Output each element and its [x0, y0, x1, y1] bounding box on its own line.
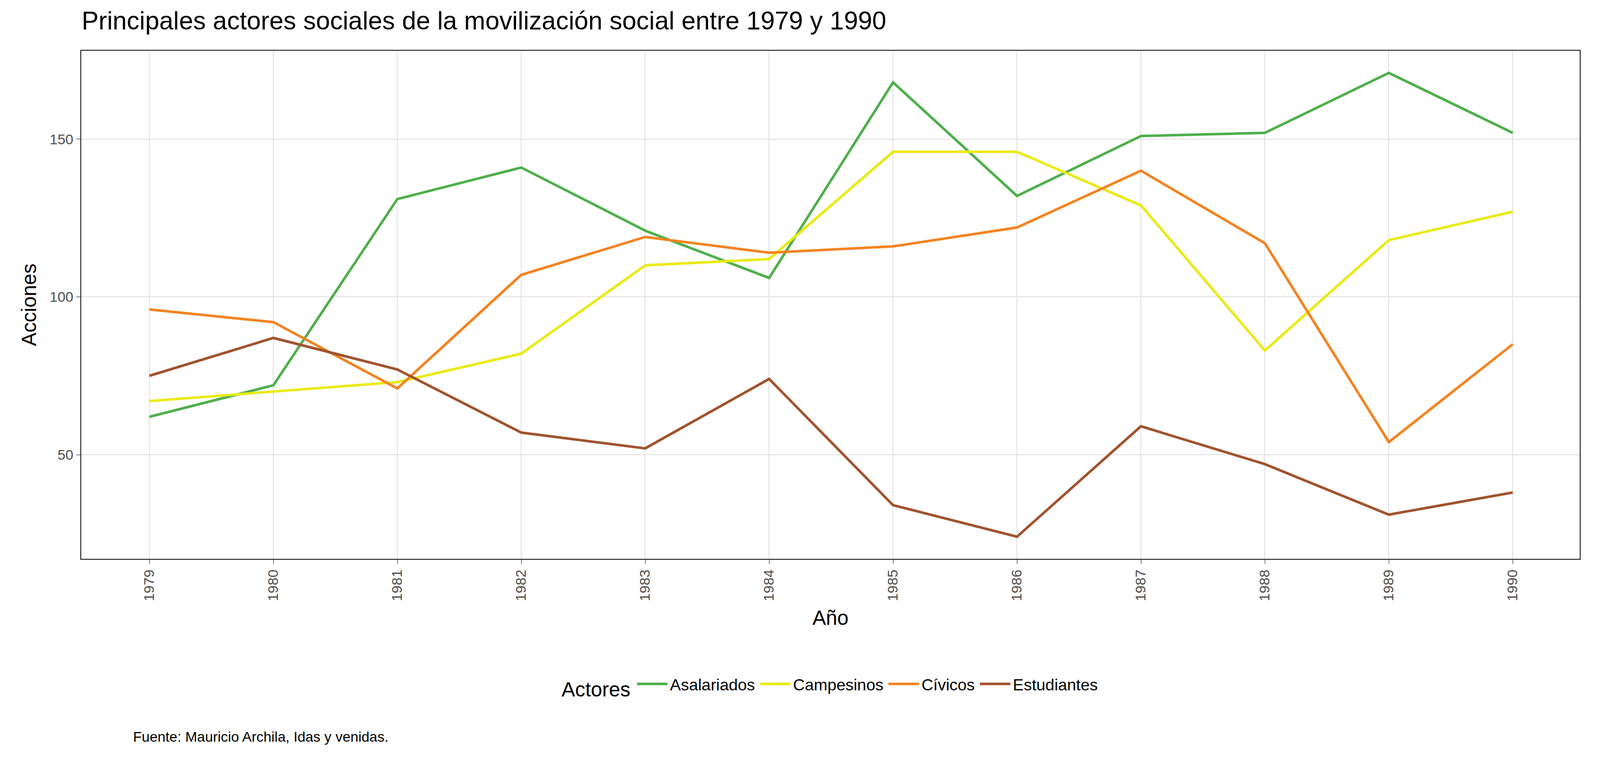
- svg-text:150: 150: [49, 131, 74, 148]
- svg-text:1984: 1984: [760, 569, 777, 601]
- svg-text:1982: 1982: [513, 569, 529, 601]
- svg-text:100: 100: [49, 289, 74, 305]
- svg-text:1983: 1983: [636, 569, 653, 601]
- svg-text:1990: 1990: [1504, 569, 1521, 601]
- svg-text:Principales actores sociales d: Principales actores sociales de la movil…: [81, 6, 887, 36]
- svg-text:Actores: Actores: [561, 678, 631, 701]
- svg-text:Campesinos: Campesinos: [792, 675, 884, 694]
- svg-text:1979: 1979: [141, 569, 157, 601]
- svg-text:Estudiantes: Estudiantes: [1012, 675, 1098, 694]
- svg-text:1989: 1989: [1380, 569, 1397, 601]
- svg-text:Asalariados: Asalariados: [669, 675, 755, 694]
- svg-text:1980: 1980: [265, 569, 281, 601]
- svg-text:Año: Año: [812, 606, 849, 629]
- svg-text:50: 50: [57, 446, 74, 463]
- svg-text:1987: 1987: [1132, 569, 1149, 601]
- svg-text:1981: 1981: [389, 569, 405, 601]
- svg-text:1986: 1986: [1008, 569, 1025, 601]
- svg-text:1988: 1988: [1256, 569, 1273, 601]
- svg-text:Acciones: Acciones: [17, 263, 41, 346]
- svg-text:Cívicos: Cívicos: [921, 675, 975, 694]
- svg-text:Fuente: Mauricio Archila, Idas: Fuente: Mauricio Archila, Idas y venidas…: [133, 728, 389, 745]
- svg-text:1985: 1985: [884, 569, 901, 601]
